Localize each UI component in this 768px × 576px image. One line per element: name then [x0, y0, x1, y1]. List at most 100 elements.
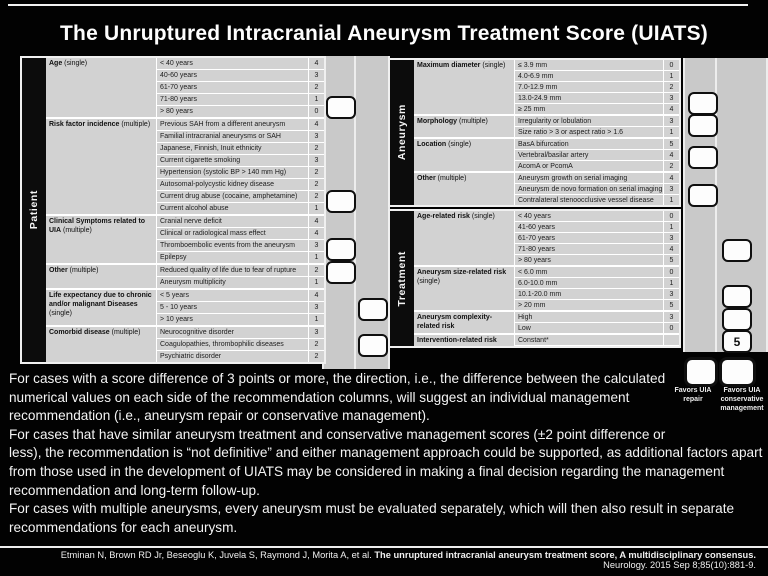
- category-name: Maximum diameter: [417, 62, 481, 69]
- score-box-max-diameter[interactable]: [688, 92, 718, 115]
- row-label: Current alcohol abuse: [160, 205, 229, 212]
- category-qualifier: (single): [446, 141, 472, 148]
- row-label: ≥ 25 mm: [518, 105, 546, 113]
- row-label: > 80 years: [518, 256, 551, 264]
- table-section: Other (multiple) Aneurysm growth on seria…: [414, 173, 679, 205]
- option-rows: Reduced quality of life due to fear of r…: [157, 265, 324, 288]
- score-box-location[interactable]: [688, 146, 718, 169]
- row-score: 4: [308, 58, 324, 69]
- table-row: Psychiatric disorder 2: [157, 351, 324, 362]
- option-rows: BasA bifurcation 5 Vertebral/basilar arter…: [515, 139, 679, 171]
- table-row: < 40 years 4: [157, 58, 324, 69]
- row-score: 4: [663, 150, 679, 160]
- row-score: 1: [308, 314, 324, 325]
- table-row: 4.0-6.9 mm 1: [515, 71, 679, 81]
- score-box-age-related-risk[interactable]: [722, 239, 752, 262]
- row-score: 3: [308, 131, 324, 142]
- row-score: 2: [308, 179, 324, 190]
- score-box-morphology[interactable]: [688, 114, 718, 137]
- row-score: 1: [663, 127, 679, 137]
- score-box-life-expectancy[interactable]: [358, 298, 388, 321]
- row-label: AcomA or PcomA: [518, 162, 573, 170]
- patient-sections: Age (single) < 40 years 4 40-60 years 3 61-70…: [46, 58, 324, 362]
- row-label: Previous SAH from a different aneurysm: [160, 121, 286, 128]
- row-label: Neurocognitive disorder: [160, 329, 234, 336]
- category-cell: Age (single): [46, 58, 156, 117]
- row-score: 3: [663, 233, 679, 243]
- table-section: Comorbid disease (multiple) Neurocognitiv…: [46, 327, 324, 362]
- row-score: 3: [308, 240, 324, 251]
- score-box-comorbid[interactable]: [358, 334, 388, 357]
- row-score: 1: [308, 94, 324, 105]
- row-score: 0: [663, 60, 679, 70]
- favors-conservative-label: Favors UIA conservative management: [720, 387, 764, 412]
- row-score: 1: [663, 278, 679, 288]
- category-cell: Life expectancy due to chronic and/or ma…: [46, 290, 156, 325]
- row-score: 3: [308, 155, 324, 166]
- category-name: Life expectancy due to chronic and/or ma…: [49, 292, 152, 309]
- table-row: Familial intracranial aneurysms or SAH 3: [157, 131, 324, 142]
- table-row: 6.0-10.0 mm 1: [515, 278, 679, 288]
- aneurysm-sections: Maximum diameter (single) ≤ 3.9 mm 0 4.0-6.…: [414, 60, 679, 205]
- category-cell: Aneurysm complexity-related risk: [414, 312, 514, 333]
- row-score: 4: [308, 119, 324, 130]
- row-score: 3: [308, 302, 324, 313]
- row-score: 1: [308, 203, 324, 214]
- category-name: Age: [49, 60, 63, 67]
- row-label: Irregularity or lobulation: [518, 117, 592, 125]
- row-score: 4: [308, 216, 324, 227]
- score-box-other-patient[interactable]: [326, 261, 356, 284]
- table-row: > 20 mm 5: [515, 300, 679, 310]
- row-label: Aneurysm growth on serial imaging: [518, 174, 628, 182]
- category-qualifier: (single): [417, 278, 440, 286]
- table-section: Intervention-related risk Constant*: [414, 335, 679, 347]
- table-row: Epilepsy 1: [157, 252, 324, 263]
- row-label: Contralateral stenoocclusive vessel dise…: [518, 196, 654, 204]
- category-name: Other: [49, 267, 68, 274]
- aneurysm-group: Aneurysm Maximum diameter (single) ≤ 3.9 …: [388, 58, 681, 207]
- score-box-complexity-risk[interactable]: [722, 308, 752, 331]
- row-label: Cranial nerve deficit: [160, 218, 222, 225]
- row-label: Japanese, Finnish, Inuit ethnicity: [160, 145, 262, 152]
- body-paragraph: For cases that have similar aneurysm tre…: [9, 426, 763, 498]
- score-box-intervention-risk[interactable]: 5: [722, 330, 752, 353]
- category-qualifier: (multiple): [61, 227, 92, 235]
- top-divider-line: [8, 4, 748, 6]
- patient-table: Patient Age (single) < 40 years 4 40-60 yea…: [20, 56, 326, 364]
- table-section: Risk factor incidence (multiple) Previous…: [46, 119, 324, 214]
- category-name: Morphology: [417, 118, 458, 125]
- row-label: < 6.0 mm: [518, 268, 548, 276]
- category-name: Intervention-related risk: [417, 337, 497, 344]
- table-section: Age-related risk (single) < 40 years 0 41-6…: [414, 211, 679, 265]
- category-qualifier: (single): [469, 213, 495, 220]
- table-row: > 80 years 5: [515, 255, 679, 265]
- table-row: Coagulopathies, thrombophilic diseases 2: [157, 339, 324, 350]
- row-label: 5 - 10 years: [160, 304, 197, 311]
- table-row: 41-60 years 1: [515, 222, 679, 232]
- score-box-other-aneurysm[interactable]: [688, 184, 718, 207]
- row-score: 2: [663, 82, 679, 92]
- row-score: 2: [308, 191, 324, 202]
- option-rows: < 6.0 mm 0 6.0-10.0 mm 1 10.1-20.0 mm 3 > 20 m…: [515, 267, 679, 310]
- score-box-age[interactable]: [326, 96, 356, 119]
- row-label: 61-70 years: [518, 234, 555, 242]
- option-rows: < 40 years 4 40-60 years 3 61-70 years 2 71-80…: [157, 58, 324, 117]
- category-name: Aneurysm size-related risk: [417, 269, 507, 276]
- gutter-strip: [354, 56, 390, 369]
- favors-repair-box[interactable]: [684, 357, 718, 387]
- treatment-sections: Age-related risk (single) < 40 years 0 41-6…: [414, 211, 679, 347]
- table-row: Reduced quality of life due to fear of r…: [157, 265, 324, 276]
- row-label: 40-60 years: [160, 72, 197, 79]
- table-row: Aneurysm multiplicity 1: [157, 277, 324, 288]
- score-box-clinical-symptoms[interactable]: [326, 238, 356, 261]
- score-box-risk-factor[interactable]: [326, 190, 356, 213]
- table-row: Aneurysm de novo formation on serial ima…: [515, 184, 679, 194]
- row-label: Current drug abuse (cocaine, amphetamine…: [160, 193, 298, 200]
- row-label: Aneurysm de novo formation on serial ima…: [518, 185, 663, 193]
- row-label: Size ratio > 3 or aspect ratio > 1.6: [518, 128, 624, 136]
- row-score: 5: [663, 255, 679, 265]
- option-rows: Irregularity or lobulation 3 Size ratio > …: [515, 116, 679, 137]
- favors-conservative-box[interactable]: [719, 357, 756, 387]
- score-box-size-related-risk[interactable]: [722, 285, 752, 308]
- body-text: For cases with a score difference of 3 p…: [9, 370, 766, 537]
